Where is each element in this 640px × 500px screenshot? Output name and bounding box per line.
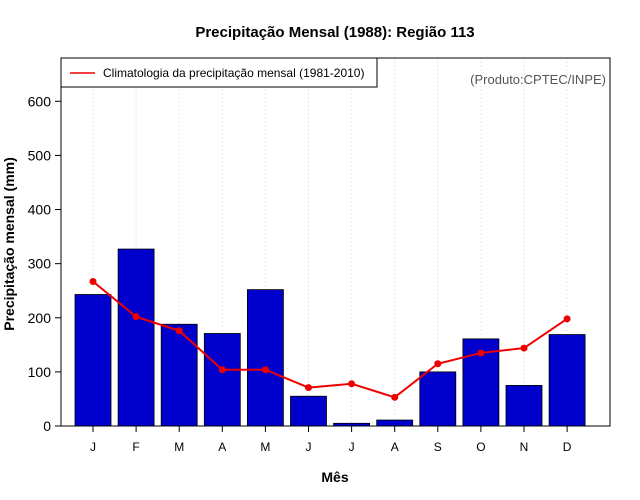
climatology-point-3 — [175, 327, 183, 335]
y-tick-label-600: 600 — [28, 93, 52, 109]
climatology-polyline — [92, 280, 568, 399]
bar-9 — [419, 371, 457, 427]
x-tick-label-1: J — [90, 440, 96, 454]
bar-11 — [505, 385, 543, 427]
climatology-point-6 — [305, 384, 312, 392]
credit-text: (Produto:CPTEC/INPE) — [470, 72, 606, 87]
climatology-point-5 — [261, 366, 269, 374]
legend-label: Climatologia da precipitação mensal (198… — [103, 66, 364, 80]
y-tick-label-0: 0 — [43, 418, 51, 434]
bars — [74, 248, 586, 427]
bar-5 — [246, 289, 284, 427]
climatology-point-12 — [563, 315, 571, 323]
x-tick-label-3: M — [174, 440, 184, 454]
x-tick-label-8: A — [391, 440, 399, 454]
x-tick-label-9: S — [434, 440, 442, 454]
bar-8 — [376, 419, 414, 427]
grid — [92, 58, 568, 426]
climatology-point-11 — [520, 344, 528, 352]
climatology-point-8 — [391, 393, 399, 401]
y-tick-label-300: 300 — [28, 256, 52, 272]
legend: Climatologia da precipitação mensal (198… — [60, 57, 378, 88]
legend-box — [60, 57, 378, 88]
bar-2 — [117, 248, 155, 427]
bar-1 — [74, 294, 112, 427]
y-tick-label-400: 400 — [28, 202, 52, 218]
climatology-point-7 — [348, 380, 356, 388]
climatology-point-10 — [477, 349, 485, 357]
x-tick-label-4: A — [218, 440, 226, 454]
x-tick-label-10: O — [476, 440, 485, 454]
x-tick-label-11: N — [520, 440, 529, 454]
y-tick-label-500: 500 — [28, 147, 52, 163]
y-tick-label-100: 100 — [28, 364, 52, 380]
y-axis-label: Precipitação mensal (mm) — [1, 157, 17, 331]
y-axis: 0 100 200 300 400 500 600 — [28, 93, 61, 434]
climatology-point-4 — [218, 366, 226, 374]
chart-title: Precipitação Mensal (1988): Região 113 — [195, 24, 474, 41]
x-tick-label-2: F — [132, 440, 139, 454]
x-tick-label-12: D — [563, 440, 572, 454]
bar-4 — [203, 333, 241, 427]
bar-3 — [160, 323, 198, 427]
x-tick-label-5: M — [260, 440, 270, 454]
x-tick-label-7: J — [349, 440, 355, 454]
climatology-point-1 — [89, 278, 97, 286]
bar-12 — [548, 334, 586, 427]
x-tick-label-6: J — [306, 440, 312, 454]
climatology-line — [89, 278, 571, 401]
x-axis-label: Mês — [321, 469, 348, 485]
climatology-point-2 — [132, 313, 140, 321]
y-tick-label-200: 200 — [28, 310, 52, 326]
climatology-point-9 — [434, 360, 442, 368]
bar-6 — [290, 395, 327, 427]
